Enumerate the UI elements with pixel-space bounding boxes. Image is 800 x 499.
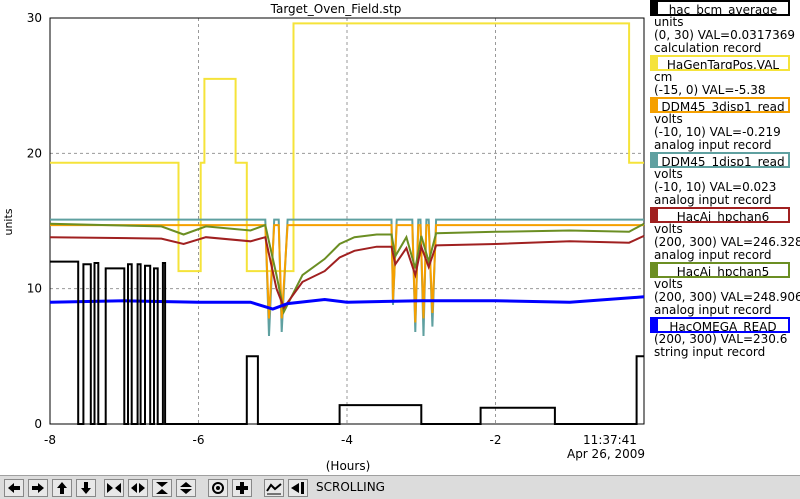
legend-detail: (200, 300) VAL=246.328 — [654, 235, 800, 249]
x-time-label: 11:37:41 — [583, 433, 637, 447]
y-tick-label: 10 — [27, 282, 42, 296]
legend-detail: (200, 300) VAL=230.6 — [654, 332, 788, 346]
y-tick-label: 0 — [34, 417, 42, 431]
crosshair-button[interactable] — [232, 479, 252, 497]
legend-detail: (-10, 10) VAL=-0.219 — [654, 125, 781, 139]
legend-item[interactable]: HaGenTargPos.VAL cm (-15, 0) VAL=-5.38 — [648, 55, 800, 97]
legend-series-name[interactable]: DDM45_1disp1_read — [650, 152, 790, 168]
x-axis-ticks: -8 -6 -4 -2 — [44, 433, 501, 447]
legend-detail: (0, 30) VAL=0.0317369 — [654, 28, 795, 42]
legend-detail: string input record — [654, 345, 766, 359]
back-icon — [291, 482, 304, 494]
back-button[interactable] — [288, 479, 308, 497]
y-axis-label: units — [2, 208, 15, 235]
legend-detail: analog input record — [654, 138, 772, 152]
pan-right-icon — [32, 483, 44, 493]
zoom-in-x-icon — [107, 483, 121, 493]
y-axis-ticks: 0 10 20 30 — [27, 11, 42, 431]
legend-item[interactable]: HacAi_hpchan6 volts (200, 300) VAL=246.328… — [648, 207, 800, 262]
x-date-label: Apr 26, 2009 — [567, 447, 645, 461]
series-line-hagentargpos-val — [50, 22, 644, 273]
zoom-out-x-button[interactable] — [128, 479, 148, 497]
legend-series-name[interactable]: HacAi_hpchan5 — [650, 262, 790, 278]
series-line-hac-bcm-average — [50, 260, 644, 425]
series-line-hacomega-read — [49, 295, 645, 311]
legend-detail: units — [654, 15, 684, 29]
series-line-ddm45-1disp1-read — [50, 218, 644, 337]
legend-detail: (200, 300) VAL=248.906 — [654, 290, 800, 304]
y-tick-label: 20 — [27, 146, 42, 160]
legend-detail: analog input record — [654, 303, 772, 317]
series-line-ddm45-3disp1-read — [50, 224, 644, 323]
plot-area[interactable]: Target_Oven_Field.stp 0 10 20 30 -8 -6 -4 -2 u… — [0, 0, 800, 475]
x-tick-label: -6 — [193, 433, 205, 447]
legend-series-name[interactable]: hac_bcm_average — [650, 0, 790, 16]
x-tick-label: -8 — [44, 433, 56, 447]
zoom-out-x-icon — [131, 483, 145, 493]
chart-title: Target_Oven_Field.stp — [270, 2, 402, 16]
series-lines — [49, 22, 645, 425]
grid — [49, 18, 644, 424]
x-tick-label: -2 — [490, 433, 502, 447]
legend-detail: (-10, 10) VAL=0.023 — [654, 180, 777, 194]
auto-scale-button[interactable] — [264, 479, 284, 497]
legend-series-name[interactable]: HacAi_hpchan6 — [650, 207, 790, 223]
legend-item[interactable]: DDM45_3disp1_read volts (-10, 10) VAL=-0.2… — [648, 97, 800, 152]
reset-button[interactable] — [208, 479, 228, 497]
pan-down-icon — [81, 482, 91, 494]
legend-detail: volts — [654, 112, 683, 126]
pan-left-icon — [8, 483, 20, 493]
series-line-hacai-hpchan5 — [49, 222, 645, 315]
zoom-in-y-button[interactable] — [152, 479, 172, 497]
y-tick-label: 30 — [27, 11, 42, 25]
legend-detail: (-15, 0) VAL=-5.38 — [654, 83, 766, 97]
legend-series-name[interactable]: HaGenTargPos.VAL — [650, 55, 790, 71]
crosshair-icon — [236, 482, 248, 494]
zoom-out-y-button[interactable] — [176, 479, 196, 497]
legend-series-name[interactable]: DDM45_3disp1_read — [650, 97, 790, 113]
pan-left-button[interactable] — [4, 479, 24, 497]
zoom-in-y-icon — [156, 482, 168, 494]
legend-detail: volts — [654, 167, 683, 181]
x-axis-label: (Hours) — [326, 459, 371, 473]
pan-down-button[interactable] — [76, 479, 96, 497]
auto-scale-icon — [266, 483, 282, 495]
legend-detail: analog input record — [654, 248, 772, 262]
legend: hac_bcm_average units (0, 30) VAL=0.031736… — [648, 0, 800, 475]
zoom-out-y-icon — [180, 482, 192, 494]
zoom-in-x-button[interactable] — [104, 479, 124, 497]
legend-detail: analog input record — [654, 193, 772, 207]
series-line-hacai-hpchan6 — [49, 234, 645, 310]
legend-item[interactable]: HacOMEGA_READ (200, 300) VAL=230.6 string … — [648, 317, 800, 359]
legend-item[interactable]: DDM45_1disp1_read volts (-10, 10) VAL=0.02… — [648, 152, 800, 207]
legend-detail: calculation record — [654, 41, 762, 55]
legend-detail: volts — [654, 222, 683, 236]
x-tick-label: -4 — [341, 433, 353, 447]
pan-up-icon — [57, 482, 67, 494]
toolbar: SCROLLING — [0, 475, 800, 499]
reset-icon — [212, 482, 224, 494]
legend-item[interactable]: hac_bcm_average units (0, 30) VAL=0.031736… — [648, 0, 800, 55]
status-label: SCROLLING — [316, 480, 385, 494]
axes — [49, 17, 645, 425]
legend-detail: volts — [654, 277, 683, 291]
legend-detail: cm — [654, 70, 673, 84]
legend-item[interactable]: HacAi_hpchan5 volts (200, 300) VAL=248.906… — [648, 262, 800, 317]
legend-series-name[interactable]: HacOMEGA_READ — [650, 317, 790, 333]
pan-right-button[interactable] — [28, 479, 48, 497]
pan-up-button[interactable] — [52, 479, 72, 497]
